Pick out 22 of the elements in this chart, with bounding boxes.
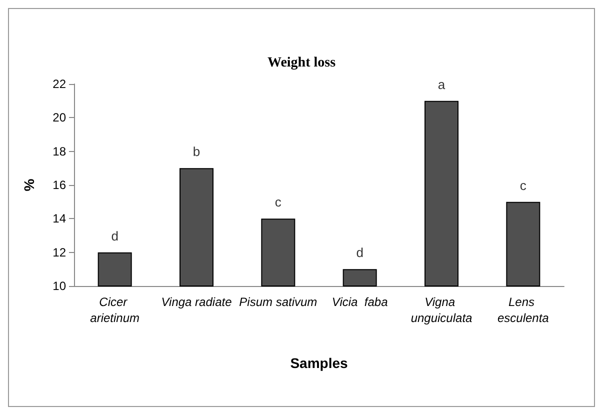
y-tick-label: 22 [52, 77, 66, 91]
x-tick-label: Cicer arietinum [90, 295, 140, 325]
y-tick-label: 14 [52, 212, 66, 226]
annotation: c [520, 178, 527, 193]
annotation: c [274, 194, 282, 210]
x-tick-label: Pisum sativum [239, 295, 318, 309]
chart-title: Weight loss [267, 56, 336, 70]
y-tick-label: 10 [52, 279, 66, 293]
x-tick-label: Vigna unguiculata [410, 295, 473, 325]
y-tick-label: 18 [52, 144, 66, 158]
x-tick-label: Vicia faba [332, 295, 388, 309]
y-tick-label: 12 [52, 245, 66, 260]
annotation: d [356, 245, 364, 260]
y-tick-label: 16 [52, 178, 66, 192]
annotation: a [438, 76, 446, 92]
y-axis-title: % [21, 178, 37, 192]
annotation: b [192, 144, 200, 160]
annotation: d [111, 228, 118, 244]
x-tick-label: Vinga radiate [161, 295, 232, 309]
y-tick-label: 20 [52, 110, 66, 125]
x-tick-label: Lens esculenta [497, 295, 550, 325]
x-axis-title: Samples [290, 355, 348, 371]
